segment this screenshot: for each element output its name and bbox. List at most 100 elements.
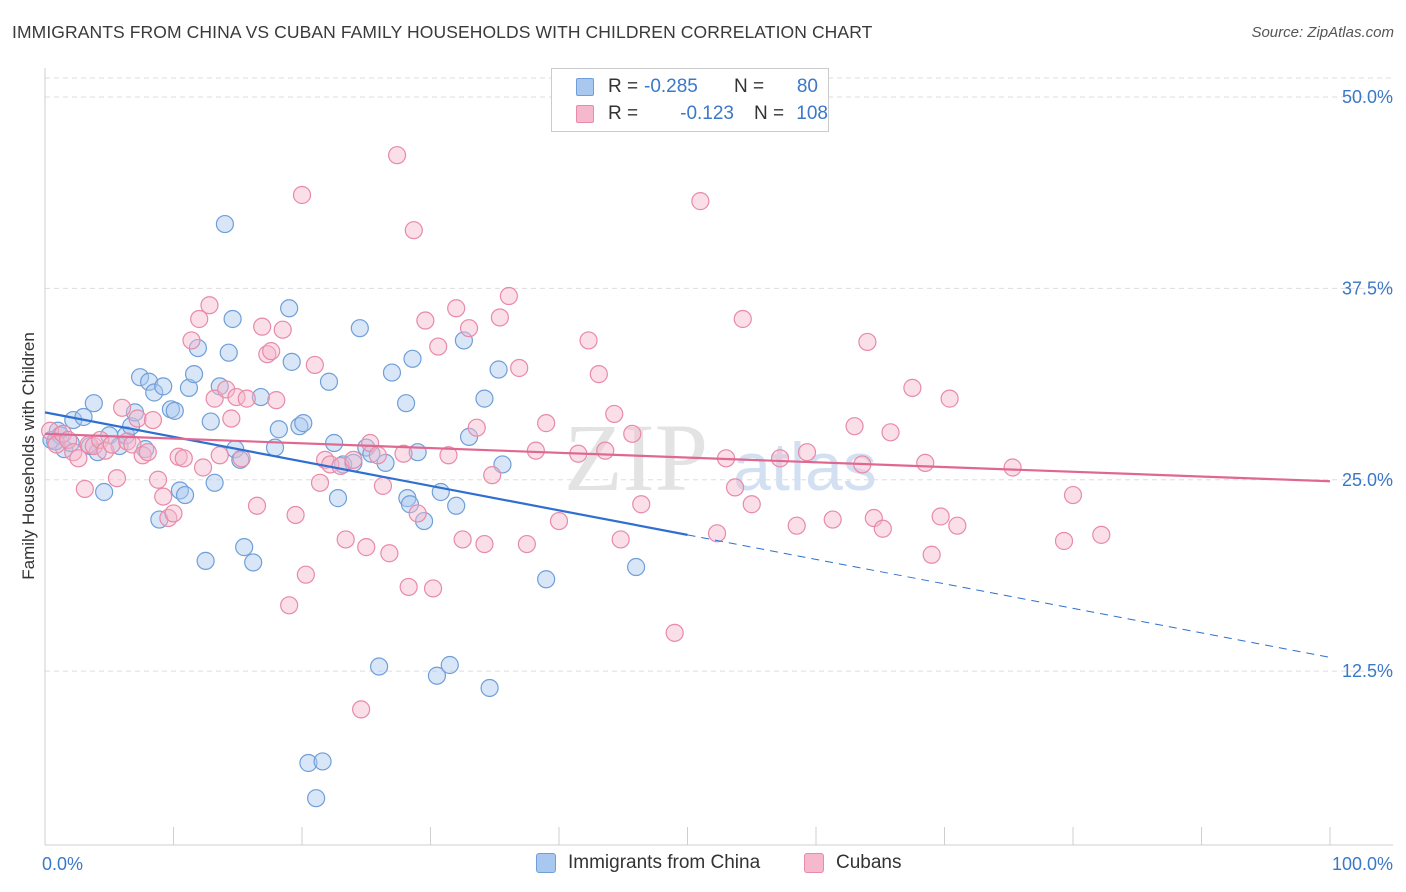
cuba-point xyxy=(387,146,407,165)
china-point xyxy=(201,412,220,431)
cuba-trend-line xyxy=(44,432,1331,483)
cuba-point xyxy=(1003,458,1022,477)
cuba-point xyxy=(296,565,315,584)
cuba-point xyxy=(416,311,435,330)
cuba-point xyxy=(232,449,251,468)
china-point xyxy=(489,360,508,379)
cuba-point xyxy=(357,538,376,557)
n-label: N = xyxy=(754,103,785,124)
cuba-point xyxy=(823,510,842,529)
cuba-point xyxy=(138,443,157,462)
cuba-point xyxy=(273,320,292,339)
china-point xyxy=(626,557,646,577)
cuba-point xyxy=(1054,531,1074,551)
cuba-point xyxy=(352,700,371,719)
cuba-point xyxy=(174,449,193,468)
cuba-point xyxy=(499,286,518,306)
r-value: -0.285 xyxy=(644,76,698,97)
china-point xyxy=(328,489,348,508)
watermark-atlas: atlas xyxy=(733,429,877,505)
cuba-point xyxy=(589,365,608,384)
cuba-point xyxy=(200,296,219,315)
cuba-point xyxy=(873,519,892,538)
cuba-point xyxy=(399,577,418,597)
china-points xyxy=(42,214,646,808)
cuba-point xyxy=(845,417,864,436)
cuba-point xyxy=(447,299,466,318)
china-point xyxy=(223,309,242,329)
cuba-point xyxy=(193,458,213,477)
cuba-point xyxy=(133,446,152,465)
china-point xyxy=(95,482,114,502)
china-point xyxy=(350,319,369,338)
cuba-point xyxy=(665,623,684,642)
cuba-point xyxy=(490,308,509,327)
china-point xyxy=(280,299,299,318)
china-point xyxy=(447,496,466,515)
y-tick-label: 37.5% xyxy=(1342,278,1393,298)
cuba-point xyxy=(691,192,710,211)
cuba-point xyxy=(336,530,355,549)
cuba-point xyxy=(253,317,272,336)
cuba-point xyxy=(611,530,630,549)
correlation-legend: R = -0.285 N = 80 R = -0.123 N = 108 xyxy=(551,68,829,132)
cuba-point xyxy=(267,391,286,410)
cuba-point xyxy=(596,441,615,460)
cuba-point xyxy=(797,443,817,462)
series-legend: Immigrants from China Cubans xyxy=(0,852,1406,876)
cuba-point xyxy=(344,450,363,469)
cuba-point xyxy=(380,544,399,563)
china-trend-line xyxy=(44,411,688,536)
cuba-point xyxy=(733,309,752,329)
cuba-point xyxy=(75,479,94,499)
china-point xyxy=(376,453,395,473)
cuba-point xyxy=(280,596,299,615)
cuba-point xyxy=(112,398,132,417)
cuba-point xyxy=(475,534,494,554)
china-point xyxy=(219,343,238,362)
cuba-point xyxy=(948,516,967,535)
cuba-point xyxy=(262,342,281,361)
china-point xyxy=(251,387,270,407)
cuba-point xyxy=(210,446,229,465)
cuba-point xyxy=(579,331,598,350)
china-point xyxy=(84,394,103,413)
cuba-point xyxy=(394,444,413,463)
china-point xyxy=(313,752,332,771)
cuba-point xyxy=(632,495,651,514)
cuba-point xyxy=(47,435,66,454)
china-trend-extension xyxy=(687,534,1331,658)
china-point xyxy=(165,401,184,420)
china-point xyxy=(537,570,556,589)
n-value: 80 xyxy=(796,76,818,97)
china-point xyxy=(235,538,254,557)
legend-label: Immigrants from China xyxy=(568,852,761,873)
cuba-point xyxy=(537,414,556,433)
cuba-point xyxy=(310,473,330,492)
cuba-point xyxy=(623,424,642,443)
legend-row-cuba: R = -0.123 N = 108 xyxy=(576,101,828,127)
china-point xyxy=(307,789,326,808)
cuba-point xyxy=(467,418,486,437)
china-point xyxy=(145,383,164,402)
china-point xyxy=(184,365,204,384)
china-point xyxy=(403,349,422,368)
cuba-point xyxy=(222,409,241,428)
cuba-point xyxy=(423,579,443,598)
cuba-point xyxy=(164,504,183,523)
source-label: Source: ZipAtlas.com xyxy=(1251,24,1394,41)
china-point xyxy=(299,753,318,773)
cuba-point xyxy=(916,453,935,473)
china-point xyxy=(196,551,215,570)
cuba-point xyxy=(190,309,209,329)
axes-layer: 12.5% 25.0% 37.5% 50.0% xyxy=(44,68,1393,846)
china-swatch xyxy=(576,78,594,96)
legend-label: Cubans xyxy=(836,852,902,873)
china-point xyxy=(396,394,416,413)
china-point xyxy=(325,433,344,453)
cuba-point xyxy=(107,469,127,488)
cuba-point xyxy=(707,524,727,543)
china-point xyxy=(179,378,199,397)
china-point xyxy=(215,214,234,234)
